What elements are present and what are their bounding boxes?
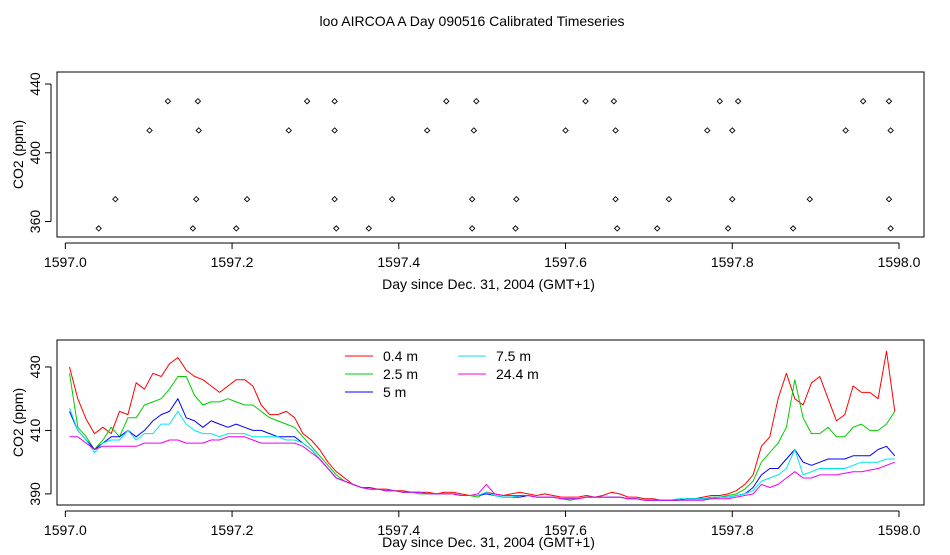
data-point	[232, 225, 240, 232]
y-tick-label: 410	[27, 419, 43, 443]
y-tick-label: 400	[27, 141, 43, 165]
data-point	[194, 97, 202, 105]
legend-label: 5 m	[383, 384, 406, 400]
y-axis-label: CO2 (ppm)	[10, 388, 26, 457]
series-line	[69, 373, 896, 501]
data-point	[612, 127, 619, 134]
data-point	[112, 195, 119, 203]
data-point	[513, 195, 520, 203]
x-tick-label: 1597.8	[711, 522, 754, 538]
x-tick-label: 1597.2	[211, 254, 254, 270]
data-point	[885, 97, 893, 105]
data-point	[95, 225, 102, 232]
x-tick-label: 1597.4	[377, 254, 420, 270]
plot-frame	[56, 339, 925, 506]
data-point	[423, 127, 431, 134]
data-point	[303, 97, 311, 105]
series-line	[69, 436, 895, 501]
y-tick-label: 360	[27, 210, 43, 234]
data-point	[331, 195, 338, 203]
legend-label: 0.4 m	[383, 348, 418, 364]
data-point	[887, 127, 894, 134]
x-tick-label: 1597.6	[544, 254, 587, 270]
data-point	[789, 225, 797, 232]
x-tick-label: 1597.0	[44, 522, 87, 538]
data-point	[562, 127, 569, 134]
data-point	[470, 127, 478, 134]
data-point	[716, 97, 723, 105]
data-point	[582, 97, 589, 105]
data-point	[365, 225, 373, 232]
x-tick-label: 1597.6	[544, 522, 587, 538]
top-panel-scatter: 1597.0 1597.2 1597.4 1597.6 1597.8 1598.0 Day …	[10, 71, 925, 292]
data-point	[729, 195, 736, 203]
x-tick-label: 1597.8	[711, 254, 754, 270]
y-tick-label: 390	[27, 482, 43, 506]
data-point	[704, 127, 711, 134]
y-tick-label: 430	[27, 355, 43, 379]
data-point	[842, 127, 849, 134]
data-point	[468, 195, 476, 203]
data-point	[333, 225, 340, 232]
data-point	[195, 127, 202, 134]
bottom-panel-lines: 1597.0 1597.2 1597.4 1597.6 1597.8 1598.0 Day …	[10, 339, 925, 550]
data-point	[443, 97, 450, 105]
plot-frame	[56, 71, 925, 238]
data-point	[468, 225, 476, 232]
data-point	[473, 97, 480, 105]
x-tick-label: 1597.0	[44, 254, 87, 270]
data-point	[146, 127, 153, 134]
x-axis: 1597.0 1597.2 1597.4 1597.6 1597.8 1598.0 Day …	[44, 242, 921, 292]
data-point	[612, 195, 619, 203]
data-point	[512, 225, 519, 232]
data-point	[665, 195, 673, 203]
x-tick-label: 1597.4	[377, 522, 420, 538]
data-point	[729, 127, 736, 134]
data-point	[806, 195, 814, 203]
data-point	[887, 225, 894, 232]
legend-label: 7.5 m	[496, 348, 531, 364]
x-tick-label: 1597.2	[211, 522, 254, 538]
x-axis: 1597.0 1597.2 1597.4 1597.6 1597.8 1598.0 Day …	[44, 510, 921, 550]
data-point	[653, 225, 661, 232]
data-point	[610, 97, 618, 105]
legend-item: 2.5 m	[345, 366, 418, 382]
data-point	[885, 195, 893, 203]
data-point	[164, 97, 172, 105]
data-point	[734, 97, 742, 105]
y-axis-label: CO2 (ppm)	[10, 120, 26, 189]
data-point	[331, 97, 338, 105]
x-tick-label: 1598.0	[878, 522, 921, 538]
x-tick-label: 1598.0	[878, 254, 921, 270]
x-axis-label: Day since Dec. 31, 2004 (GMT+1)	[382, 276, 595, 292]
data-point	[724, 225, 732, 232]
data-point	[192, 195, 200, 203]
legend-item: 5 m	[345, 384, 406, 400]
legend: 0.4 m 2.5 m 5 m 7.5 m 24.4 m	[345, 348, 539, 400]
legend-item: 24.4 m	[458, 366, 539, 382]
series-line	[69, 408, 895, 501]
data-point	[189, 225, 197, 232]
series-lines	[69, 350, 896, 501]
scatter-points	[95, 97, 894, 232]
data-point	[388, 195, 396, 203]
data-point	[613, 225, 621, 232]
legend-label: 2.5 m	[383, 366, 418, 382]
series-line	[69, 398, 896, 501]
legend-item: 0.4 m	[345, 348, 418, 364]
data-point	[859, 97, 867, 105]
figure-title: loo AIRCOA A Day 090516 Calibrated Times…	[319, 13, 624, 29]
data-point	[285, 127, 292, 134]
x-axis-label: Day since Dec. 31, 2004 (GMT+1)	[382, 534, 595, 550]
y-tick-label: 440	[27, 72, 43, 96]
legend-item: 7.5 m	[458, 348, 531, 364]
legend-label: 24.4 m	[496, 366, 539, 382]
data-point	[331, 127, 338, 134]
y-axis: 360 400 440 CO2 (ppm)	[10, 72, 52, 234]
data-point	[243, 195, 251, 203]
